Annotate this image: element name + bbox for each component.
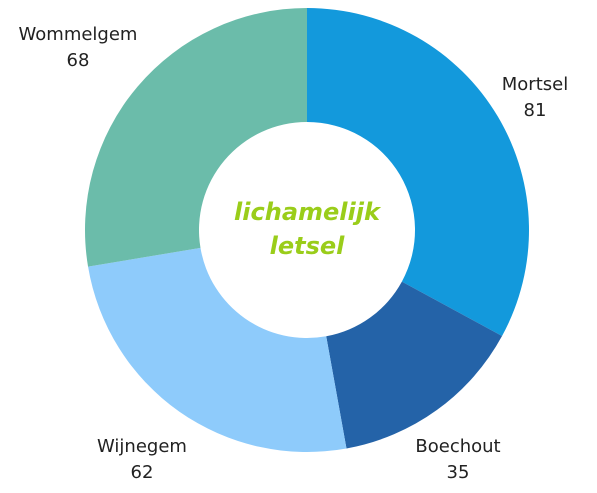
donut-slice (84, 8, 307, 267)
donut-slice (88, 247, 347, 452)
slice-label: Mortsel (502, 74, 568, 95)
value-label: 62 (131, 462, 154, 483)
slice-label: Boechout (415, 436, 500, 457)
value-label: 35 (447, 462, 470, 483)
slice-label: Wijnegem (97, 436, 187, 457)
chart-title: lichamelijk letsel (234, 198, 380, 260)
donut-slice (326, 281, 503, 449)
donut-slice (307, 8, 529, 337)
slice-label: Wommelgem (19, 24, 138, 45)
value-label: 68 (67, 50, 90, 71)
value-label: 81 (524, 100, 547, 121)
